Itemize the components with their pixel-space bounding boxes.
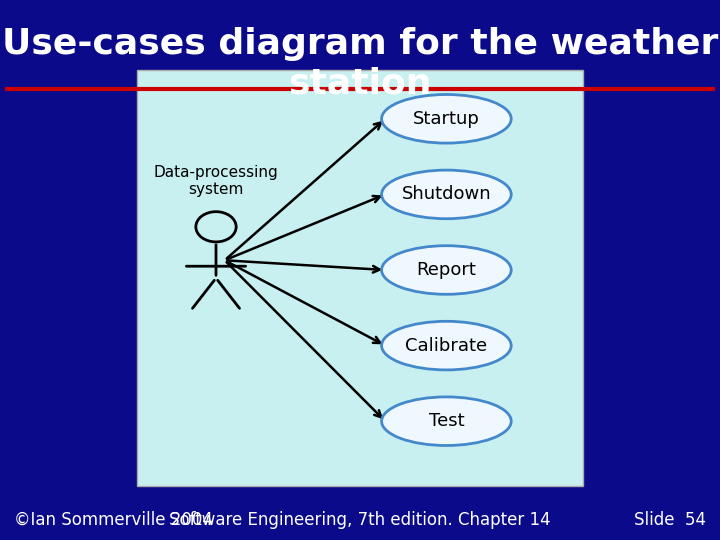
Ellipse shape bbox=[382, 94, 511, 143]
Text: Software Engineering, 7th edition. Chapter 14: Software Engineering, 7th edition. Chapt… bbox=[169, 511, 551, 529]
Ellipse shape bbox=[382, 397, 511, 445]
Ellipse shape bbox=[382, 321, 511, 370]
Text: Report: Report bbox=[416, 261, 477, 279]
Text: Calibrate: Calibrate bbox=[405, 336, 487, 355]
Text: Use-cases diagram for the weather
station: Use-cases diagram for the weather statio… bbox=[2, 27, 718, 100]
Text: Test: Test bbox=[428, 412, 464, 430]
Text: Slide  54: Slide 54 bbox=[634, 511, 706, 529]
Text: ©Ian Sommerville 2004: ©Ian Sommerville 2004 bbox=[14, 511, 213, 529]
Text: Data-processing
system: Data-processing system bbox=[153, 165, 279, 197]
Ellipse shape bbox=[382, 246, 511, 294]
Ellipse shape bbox=[382, 170, 511, 219]
Bar bbox=[137, 70, 583, 486]
Text: Startup: Startup bbox=[413, 110, 480, 128]
Text: Shutdown: Shutdown bbox=[402, 185, 491, 204]
